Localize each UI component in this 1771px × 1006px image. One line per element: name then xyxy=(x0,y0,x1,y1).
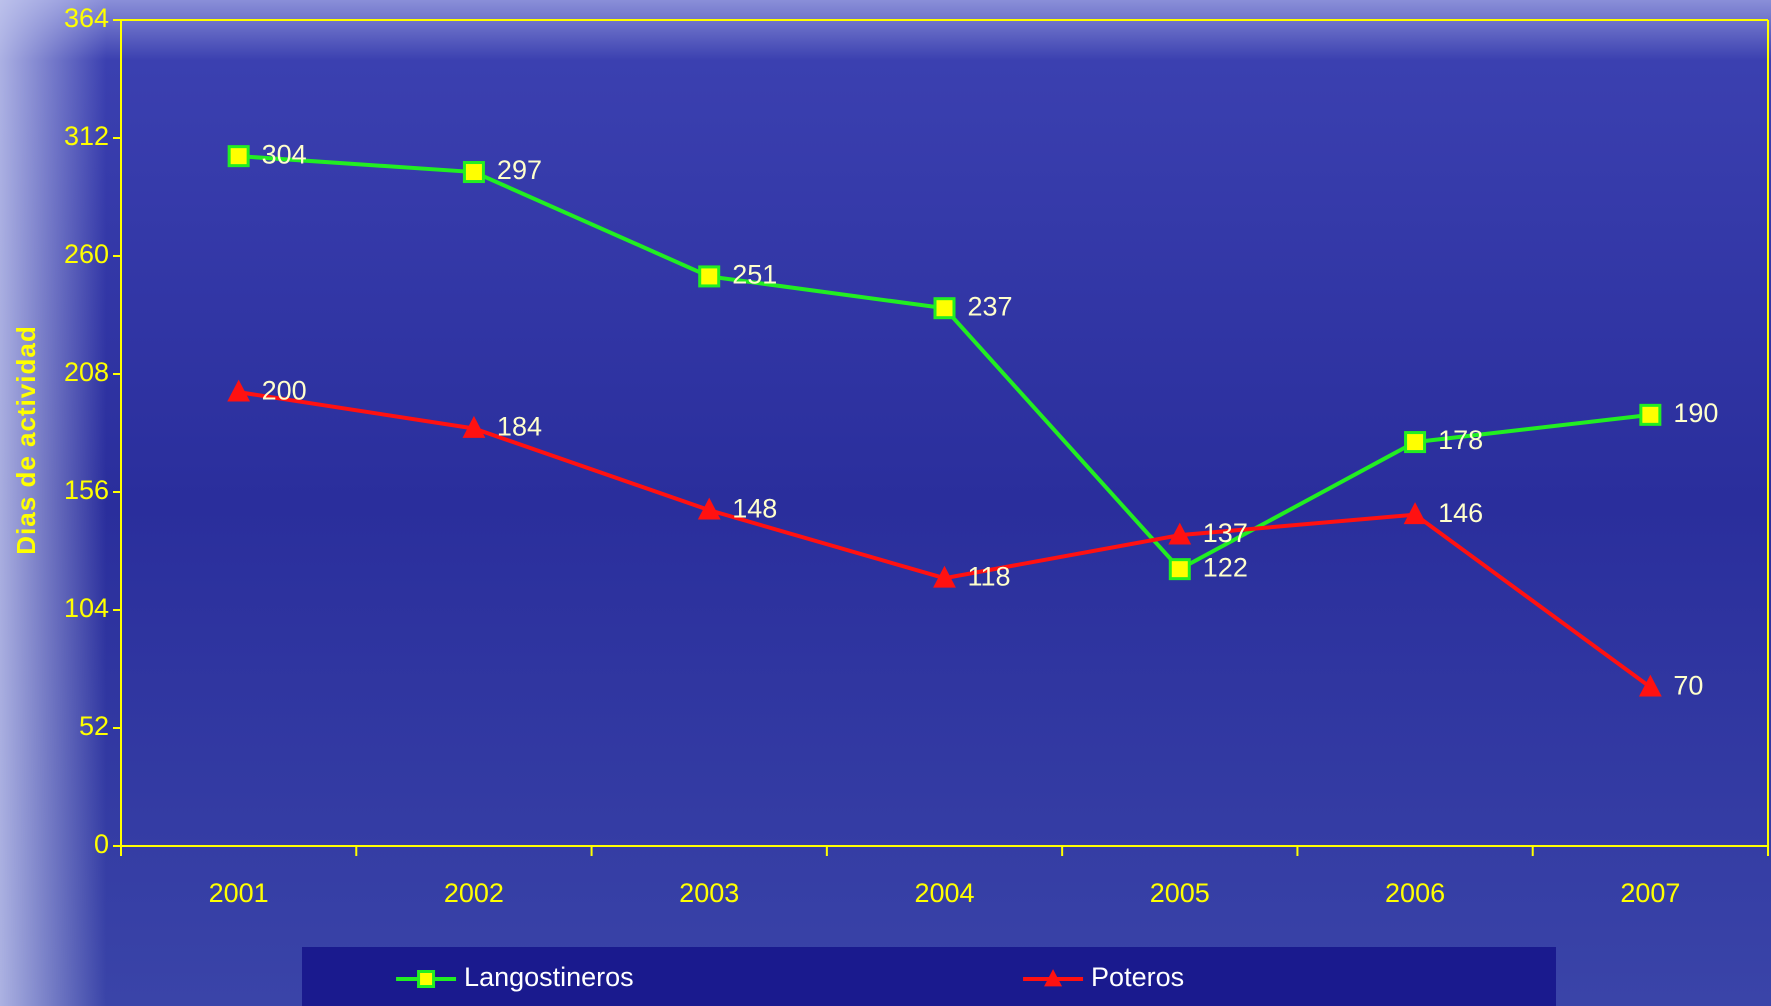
y-tick-label: 364 xyxy=(64,3,109,33)
legend-box xyxy=(302,947,1556,1006)
marker xyxy=(462,161,485,184)
y-tick-label: 208 xyxy=(64,357,109,387)
legend-marker xyxy=(417,970,436,988)
y-tick-label: 0 xyxy=(94,829,109,859)
y-tick-label: 52 xyxy=(79,711,109,741)
x-tick-label: 2006 xyxy=(1385,878,1445,908)
data-label: 137 xyxy=(1203,518,1248,548)
data-label: 118 xyxy=(968,561,1011,591)
x-tick-label: 2003 xyxy=(679,878,739,908)
x-tick-label: 2002 xyxy=(444,878,504,908)
legend-label: Langostineros xyxy=(464,962,634,992)
data-label: 146 xyxy=(1438,498,1483,528)
data-label: 200 xyxy=(262,375,307,405)
y-tick-label: 260 xyxy=(64,239,109,269)
data-label: 178 xyxy=(1438,425,1483,455)
marker xyxy=(227,145,250,168)
data-label: 148 xyxy=(732,493,777,523)
marker xyxy=(227,379,251,402)
x-tick-label: 2004 xyxy=(914,878,974,908)
y-tick-label: 104 xyxy=(64,593,109,623)
y-axis-label: Dias de actividad xyxy=(11,325,41,554)
data-label: 190 xyxy=(1673,398,1718,428)
marker xyxy=(698,265,721,288)
data-label: 297 xyxy=(497,155,542,185)
data-label: 122 xyxy=(1203,552,1248,582)
legend-marker xyxy=(1044,969,1063,987)
data-label: 237 xyxy=(968,291,1013,321)
marker xyxy=(462,415,486,438)
x-tick-label: 2005 xyxy=(1150,878,1210,908)
data-label: 251 xyxy=(732,260,777,290)
y-tick-label: 312 xyxy=(64,121,109,151)
x-tick-label: 2001 xyxy=(209,878,269,908)
marker xyxy=(1404,431,1427,454)
y-tick-label: 156 xyxy=(64,475,109,505)
marker xyxy=(1403,502,1427,525)
data-label: 304 xyxy=(262,139,307,169)
legend-label: Poteros xyxy=(1091,962,1184,992)
data-label: 70 xyxy=(1673,670,1703,700)
marker xyxy=(1639,403,1662,426)
marker xyxy=(1638,674,1662,697)
marker xyxy=(933,565,956,588)
data-label: 184 xyxy=(497,412,542,442)
marker xyxy=(697,497,721,520)
marker xyxy=(933,297,956,320)
marker xyxy=(1168,558,1191,581)
x-tick-label: 2007 xyxy=(1620,878,1680,908)
marker xyxy=(1168,522,1192,545)
